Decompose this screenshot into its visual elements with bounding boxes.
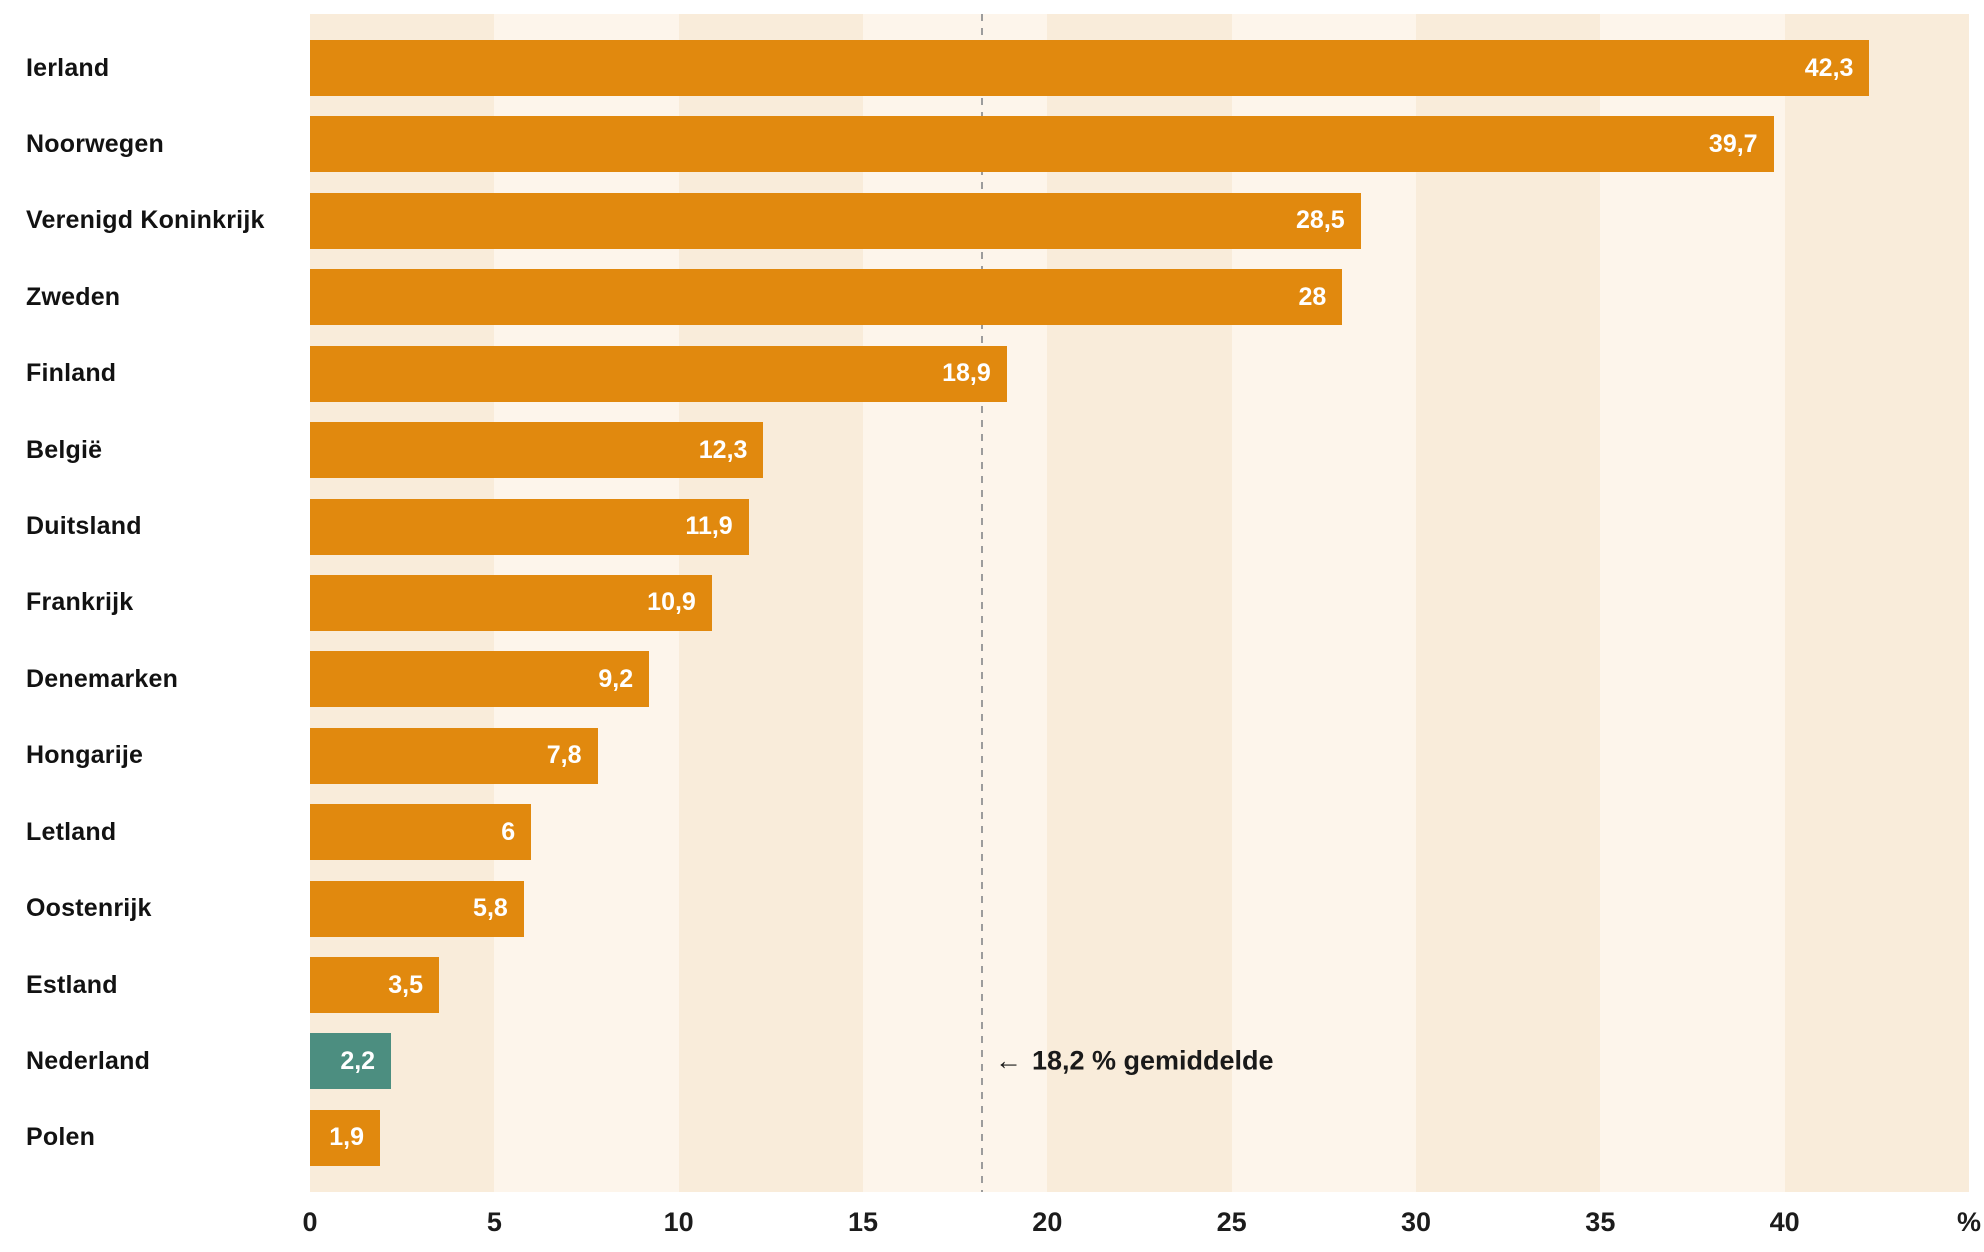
bar: 10,9 <box>310 574 712 631</box>
bar-value-label: 28 <box>1298 282 1327 311</box>
bar: 1,9 <box>310 1109 381 1166</box>
category-label: Nederland <box>26 1046 151 1075</box>
bar-row: Estland 3,5 <box>0 957 1969 1014</box>
bar-row: Duitsland 11,9 <box>0 498 1969 555</box>
bar: 3,5 <box>310 957 440 1014</box>
bar: 12,3 <box>310 422 764 479</box>
bar-row: Ierland 42,3 <box>0 40 1969 96</box>
background-stripe <box>1784 14 1969 1192</box>
bar-track: 18,9 <box>310 345 1969 402</box>
category-label: Estland <box>26 970 118 999</box>
x-tick-label: 40 <box>1769 1207 1800 1237</box>
bar-value-label: 28,5 <box>1296 206 1345 235</box>
category-label: Finland <box>26 359 117 388</box>
x-tick-label: 0 <box>302 1207 318 1237</box>
bar-track: 2,2 ← 18,2 % gemiddelde <box>310 1033 1969 1090</box>
bar: 28,5 <box>310 192 1361 249</box>
bar-row: België 12,3 <box>0 422 1969 479</box>
bar-row: Hongarije 7,8 <box>0 727 1969 784</box>
rows-container: Ierland 42,3 Noorwegen 39,7 Verenigd Koninkr… <box>0 14 1969 1192</box>
bar-value-label: 2,2 <box>340 1046 376 1075</box>
bar-highlight: 2,2 <box>310 1033 392 1090</box>
bar-track: 12,3 <box>310 422 1969 479</box>
bar-track: 28 <box>310 269 1969 326</box>
background-stripe <box>1415 14 1601 1192</box>
average-line <box>980 14 983 1192</box>
bar: 7,8 <box>310 727 598 784</box>
bar-track: 11,9 <box>310 498 1969 555</box>
x-tick-label: 15 <box>847 1207 879 1237</box>
bar-row: Noorwegen 39,7 <box>0 116 1969 173</box>
bar-track: 28,5 <box>310 192 1969 249</box>
bar: 39,7 <box>310 116 1774 173</box>
bar-value-label: 6 <box>501 817 516 846</box>
bar-value-label: 10,9 <box>647 588 696 617</box>
bar-row: Verenigd Koninkrijk 28,5 <box>0 192 1969 249</box>
bar-track: 42,3 <box>310 40 1969 96</box>
x-tick-label: 30 <box>1400 1207 1432 1237</box>
bar-track: 5,8 <box>310 880 1969 937</box>
category-label: Oostenrijk <box>26 894 152 923</box>
bar: 6 <box>310 804 532 861</box>
category-label: Hongarije <box>26 741 144 770</box>
x-tick-label: 5 <box>486 1207 502 1237</box>
category-label: Noorwegen <box>26 129 164 158</box>
bar-value-label: 11,9 <box>685 512 733 541</box>
bar: 5,8 <box>310 880 524 937</box>
category-label: Letland <box>26 817 117 846</box>
bar-track: 3,5 <box>310 957 1969 1014</box>
bar: 11,9 <box>310 498 749 555</box>
x-tick-label: 20 <box>1032 1207 1063 1237</box>
bar-value-label: 42,3 <box>1804 53 1854 82</box>
bar-value-label: 39,7 <box>1708 129 1758 158</box>
background-stripe <box>1600 14 1785 1192</box>
bar-track: 9,2 <box>310 651 1969 708</box>
left-arrow-icon: ← <box>994 1045 1022 1076</box>
bar-value-label: 3,5 <box>388 970 424 999</box>
bar-track: 1,9 <box>310 1109 1969 1166</box>
bar: 42,3 <box>310 40 1870 96</box>
bar-track: 39,7 <box>310 116 1969 173</box>
category-label: Duitsland <box>26 512 142 541</box>
bar-row: Finland 18,9 <box>0 345 1969 402</box>
bar-track: 7,8 <box>310 727 1969 784</box>
category-label: Denemarken <box>26 664 179 693</box>
average-annotation-text: 18,2 % gemiddelde <box>1031 1045 1274 1076</box>
x-axis-unit-label: % <box>1956 1207 1982 1237</box>
bar-value-label: 7,8 <box>546 741 582 770</box>
bar-row: Nederland 2,2 ← 18,2 % gemiddelde <box>0 1033 1969 1090</box>
category-label: België <box>26 435 103 464</box>
bar-row: Denemarken 9,2 <box>0 651 1969 708</box>
bar-track: 10,9 <box>310 574 1969 631</box>
category-label: Polen <box>26 1123 96 1152</box>
bar-row: Letland 6 <box>0 804 1969 861</box>
bar-value-label: 1,9 <box>329 1123 365 1152</box>
bar-value-label: 12,3 <box>698 435 748 464</box>
bar-value-label: 9,2 <box>598 664 634 693</box>
average-annotation: ← 18,2 % gemiddelde <box>995 1046 1274 1077</box>
bar-value-label: 18,9 <box>942 359 991 388</box>
x-tick-label: 25 <box>1216 1207 1247 1237</box>
category-label: Zweden <box>26 282 121 311</box>
category-label: Ierland <box>26 53 110 82</box>
x-tick-label: 10 <box>663 1207 694 1237</box>
bar: 28 <box>310 269 1343 326</box>
bar: 9,2 <box>310 651 650 708</box>
category-label: Frankrijk <box>26 588 134 617</box>
bar-row: Polen 1,9 <box>0 1109 1969 1166</box>
x-tick-label: 35 <box>1585 1207 1616 1237</box>
bar-track: 6 <box>310 804 1969 861</box>
bar-row: Oostenrijk 5,8 <box>0 880 1969 937</box>
x-axis: 0 5 10 15 20 25 30 35 40% <box>302 1204 1981 1240</box>
bar-row: Frankrijk 10,9 <box>0 574 1969 631</box>
bar-row: Zweden 28 <box>0 269 1969 326</box>
bar: 18,9 <box>310 345 1007 402</box>
category-label: Verenigd Koninkrijk <box>26 206 265 235</box>
bar-value-label: 5,8 <box>473 894 508 923</box>
